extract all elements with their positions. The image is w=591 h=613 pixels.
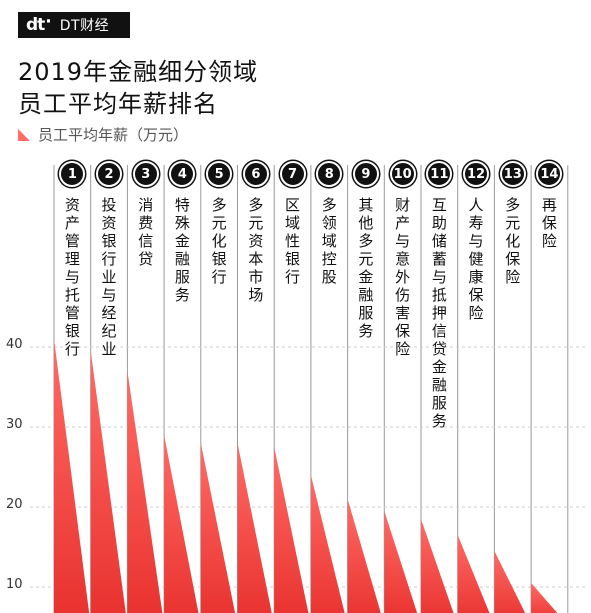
- title-line-2: 员工平均年薪排名: [18, 90, 218, 118]
- brand-logo: dt DT财经: [18, 12, 130, 38]
- bar-2: [90, 351, 126, 613]
- rank-badge: 2: [96, 161, 123, 187]
- bar-12: [457, 535, 490, 613]
- category-label: 互助储蓄与抵押信贷金融服务: [431, 196, 447, 430]
- category-label: 其他多元金融服务: [358, 196, 374, 340]
- category-label: 人寿与健康保险: [468, 196, 484, 322]
- bar-5: [200, 443, 236, 613]
- bar-3: [127, 371, 163, 613]
- category-label: 特殊金融服务: [174, 196, 190, 304]
- rank-badge: 10: [389, 161, 416, 187]
- category-label: 多领域控股: [321, 196, 337, 286]
- rank-badge: 9: [352, 161, 379, 187]
- bar-4: [164, 435, 199, 613]
- title-line-1: 2019年金融细分领域: [18, 58, 259, 86]
- rank-badge: 4: [169, 161, 196, 187]
- category-label: 多元化保险: [505, 196, 521, 286]
- category-label: 财产与意外伤害保险: [395, 196, 411, 358]
- rank-badge: 8: [316, 161, 343, 187]
- rank-badge: 13: [499, 161, 526, 187]
- legend-label: 员工平均年薪（万元）: [38, 126, 189, 144]
- y-tick-label: 10: [6, 577, 23, 592]
- rank-badge: 6: [242, 161, 269, 187]
- rank-badge: 12: [463, 161, 490, 187]
- category-label: 区域性银行: [285, 196, 301, 286]
- category-label: 投资银行业与经纪业: [101, 196, 117, 358]
- bar-7: [274, 447, 309, 613]
- y-tick-label: 30: [6, 417, 23, 432]
- bar-9: [347, 499, 381, 613]
- y-tick-label: 40: [6, 337, 23, 352]
- rank-badge: 7: [279, 161, 306, 187]
- chart-title: 2019年金融细分领域 员工平均年薪排名: [18, 56, 258, 120]
- brand-mark: dt: [18, 15, 50, 35]
- bar-11: [421, 519, 454, 613]
- category-label: 多元化银行: [211, 196, 227, 286]
- bar-6: [237, 443, 272, 613]
- category-label: 多元资本市场: [248, 196, 264, 304]
- rank-badge: 3: [132, 161, 159, 187]
- y-tick-label: 20: [6, 497, 23, 512]
- rank-badge: 1: [59, 161, 86, 187]
- bar-13: [494, 551, 526, 613]
- category-label: 资产管理与托管银行: [64, 196, 80, 358]
- brand-name: DT财经: [59, 18, 110, 34]
- bar-1: [54, 339, 90, 613]
- rank-badge: 11: [426, 161, 453, 187]
- bar-10: [384, 511, 418, 613]
- bar-8: [310, 475, 345, 613]
- legend: 员工平均年薪（万元）: [18, 124, 188, 145]
- bar-14: [531, 583, 558, 613]
- rank-badge: 14: [536, 161, 563, 187]
- category-label: 消费信贷: [138, 196, 154, 268]
- rank-badge: 5: [206, 161, 233, 187]
- category-label: 再保险: [541, 196, 557, 250]
